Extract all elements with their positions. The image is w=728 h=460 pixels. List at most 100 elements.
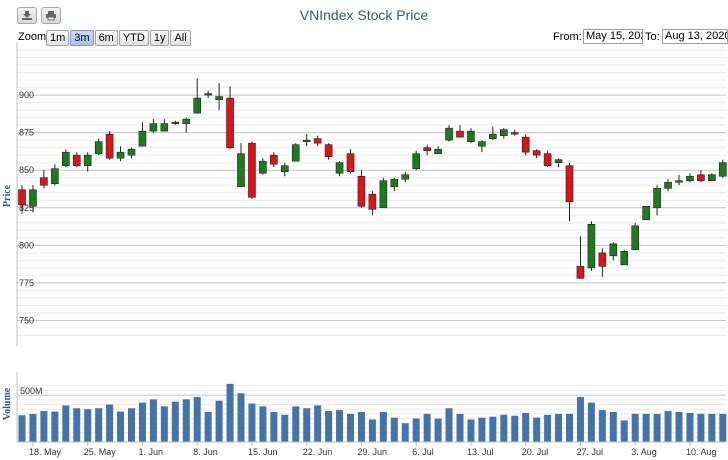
candle (302, 134, 311, 147)
candle-body (51, 168, 59, 185)
candle-body (565, 165, 574, 203)
candle-body (708, 174, 716, 182)
print-button[interactable] (41, 7, 61, 24)
candle-body (215, 96, 223, 100)
candle-body (313, 138, 322, 144)
zoom-ytd-button[interactable]: YTD (118, 30, 149, 46)
volume-bar (401, 423, 409, 442)
volume-bar (653, 413, 661, 442)
zoom-label: Zoom (18, 31, 47, 43)
candle (445, 125, 453, 142)
candle (335, 161, 344, 177)
zoom-3m-button[interactable]: 3m (70, 30, 94, 46)
volume-bar (204, 412, 212, 442)
volume-bar (686, 412, 694, 442)
candle-body (171, 121, 180, 124)
volume-bar (215, 400, 223, 442)
candle (18, 185, 26, 214)
candle (642, 205, 650, 221)
x-tick-label: 3. Aug (631, 447, 657, 457)
zoom-1y-button[interactable]: 1y (149, 30, 170, 46)
price-tick-label: 825 (19, 203, 34, 213)
candle-body (182, 118, 191, 124)
volume-bar (500, 414, 508, 442)
volume-bar (467, 419, 475, 442)
candle-body (379, 180, 388, 209)
volume-bar (73, 408, 81, 442)
candle-body (40, 177, 48, 186)
volume-bar (237, 393, 245, 442)
volume-bar (708, 413, 716, 442)
volume-bar (138, 402, 146, 442)
x-tick-label: 18. May (29, 447, 62, 457)
candle (324, 143, 333, 160)
price-tick-label: 800 (19, 240, 34, 250)
volume-bar (303, 408, 311, 442)
candle (620, 249, 629, 266)
volume-bar (248, 403, 256, 442)
zoom-all-button[interactable]: All (170, 30, 191, 46)
download-icon (22, 11, 32, 20)
volume-bar (522, 412, 530, 442)
candle (105, 131, 114, 160)
chart-title: VNIndex Stock Price (299, 7, 429, 23)
candle (193, 78, 201, 114)
x-tick-label: 25. May (84, 447, 117, 457)
candle (51, 164, 59, 186)
x-tick-label: 6. Jul (412, 447, 434, 457)
candle-body (423, 147, 431, 151)
candle (686, 173, 694, 183)
candle-body (456, 130, 464, 138)
candle (248, 141, 256, 199)
to-date-input[interactable]: Aug 13, 2020 (662, 29, 728, 44)
candle-body (521, 136, 530, 153)
candle (708, 173, 716, 182)
candle (182, 117, 191, 133)
zoom-1m-button[interactable]: 1m (46, 30, 70, 46)
price-axis: 750 775 800 825 850 875 900 (16, 42, 34, 346)
candle-body (368, 193, 377, 210)
candle-body (445, 127, 453, 141)
candle (237, 143, 245, 188)
from-date-input[interactable]: May 15, 2020 (583, 29, 643, 44)
volume-bar (620, 420, 628, 442)
x-tick-label: 27. Jul (576, 447, 603, 457)
candle (576, 236, 585, 279)
candle-body (61, 151, 70, 166)
candle (61, 149, 70, 168)
volume-bar (193, 397, 201, 442)
candle (149, 119, 158, 133)
candle-body (631, 225, 640, 251)
candle-body (478, 141, 486, 147)
candle (270, 152, 278, 168)
volume-bar (259, 406, 267, 442)
candle-body (160, 123, 169, 132)
candle-body (324, 144, 333, 157)
volume-bar (511, 415, 519, 442)
zoom-6m-button[interactable]: 6m (94, 30, 118, 46)
volume-bar (51, 411, 59, 442)
candle-body (697, 174, 705, 182)
candle (434, 146, 442, 154)
candle-body (620, 251, 629, 266)
candle-body (29, 189, 37, 207)
candle (390, 177, 399, 192)
candle (357, 170, 366, 208)
candle (456, 125, 464, 138)
candle-body (499, 129, 508, 136)
volume-bar (171, 401, 179, 442)
volume-bar (423, 413, 431, 442)
candle-body (72, 154, 81, 166)
candle (489, 126, 497, 141)
volume-bar (117, 411, 125, 442)
x-tick-label: 10. Aug (686, 447, 717, 457)
candle (675, 174, 683, 186)
candle-body (302, 139, 311, 142)
volume-bar (182, 399, 190, 442)
candle-body (543, 153, 552, 166)
volume-bar (281, 414, 289, 442)
volume-bar (347, 413, 354, 442)
candle (94, 138, 103, 156)
volume-bar (664, 411, 672, 442)
download-button[interactable] (17, 7, 37, 24)
